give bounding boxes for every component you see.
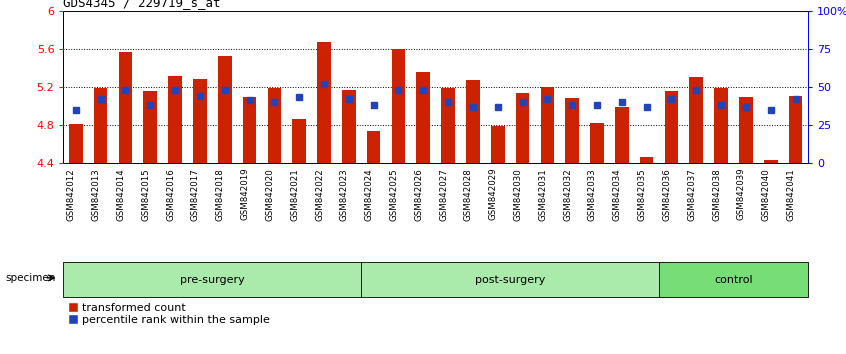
Bar bbox=[491, 126, 504, 163]
Text: GSM842025: GSM842025 bbox=[389, 168, 398, 221]
Text: GSM842035: GSM842035 bbox=[638, 168, 646, 221]
Bar bbox=[541, 87, 554, 163]
Bar bbox=[659, 262, 808, 297]
Text: post-surgery: post-surgery bbox=[475, 275, 546, 285]
Text: GSM842037: GSM842037 bbox=[687, 168, 696, 221]
Text: GSM842012: GSM842012 bbox=[67, 168, 76, 221]
Text: GSM842013: GSM842013 bbox=[91, 168, 101, 221]
Text: GSM842031: GSM842031 bbox=[538, 168, 547, 221]
Text: GSM842040: GSM842040 bbox=[761, 168, 771, 221]
Text: GSM842021: GSM842021 bbox=[290, 168, 299, 221]
Text: GSM842030: GSM842030 bbox=[514, 168, 523, 221]
Bar bbox=[118, 52, 132, 163]
Bar bbox=[764, 160, 777, 163]
Text: GSM842039: GSM842039 bbox=[737, 168, 746, 221]
Bar bbox=[243, 97, 256, 163]
Text: GSM842032: GSM842032 bbox=[563, 168, 572, 221]
Bar bbox=[416, 73, 430, 163]
Bar bbox=[69, 124, 83, 163]
Bar bbox=[367, 131, 381, 163]
Text: GSM842017: GSM842017 bbox=[191, 168, 200, 221]
Bar bbox=[466, 80, 480, 163]
Text: GSM842024: GSM842024 bbox=[365, 168, 374, 221]
Text: GSM842026: GSM842026 bbox=[415, 168, 423, 221]
Bar bbox=[218, 56, 232, 163]
Text: GSM842029: GSM842029 bbox=[489, 168, 497, 221]
Bar bbox=[565, 98, 579, 163]
Bar bbox=[591, 123, 604, 163]
Text: GSM842022: GSM842022 bbox=[315, 168, 324, 221]
Text: pre-surgery: pre-surgery bbox=[180, 275, 244, 285]
Legend: transformed count, percentile rank within the sample: transformed count, percentile rank withi… bbox=[69, 303, 270, 325]
Bar bbox=[739, 97, 753, 163]
Text: GSM842019: GSM842019 bbox=[240, 168, 250, 221]
Text: GSM842036: GSM842036 bbox=[662, 168, 672, 221]
Bar bbox=[293, 119, 306, 163]
Bar bbox=[193, 79, 206, 163]
Text: GSM842016: GSM842016 bbox=[166, 168, 175, 221]
Text: GSM842041: GSM842041 bbox=[787, 168, 795, 221]
Bar bbox=[168, 76, 182, 163]
Bar bbox=[442, 88, 455, 163]
Text: GSM842027: GSM842027 bbox=[439, 168, 448, 221]
Bar bbox=[689, 77, 703, 163]
Text: GSM842020: GSM842020 bbox=[266, 168, 274, 221]
Bar bbox=[615, 107, 629, 163]
Text: GSM842038: GSM842038 bbox=[712, 168, 721, 221]
Bar bbox=[144, 91, 157, 163]
Bar bbox=[714, 88, 728, 163]
Text: specimen: specimen bbox=[5, 273, 56, 283]
Text: GSM842015: GSM842015 bbox=[141, 168, 151, 221]
Bar bbox=[640, 157, 653, 163]
Text: GSM842028: GSM842028 bbox=[464, 168, 473, 221]
Text: GSM842034: GSM842034 bbox=[613, 168, 622, 221]
Bar bbox=[342, 90, 355, 163]
Bar bbox=[63, 262, 361, 297]
Text: GSM842014: GSM842014 bbox=[117, 168, 125, 221]
Text: GSM842023: GSM842023 bbox=[340, 168, 349, 221]
Bar bbox=[361, 262, 659, 297]
Text: control: control bbox=[714, 275, 753, 285]
Bar bbox=[665, 91, 678, 163]
Bar bbox=[516, 93, 530, 163]
Text: GSM842033: GSM842033 bbox=[588, 168, 597, 221]
Bar bbox=[317, 42, 331, 163]
Bar bbox=[392, 49, 405, 163]
Bar bbox=[788, 96, 802, 163]
Bar bbox=[267, 88, 281, 163]
Text: GDS4345 / 229719_s_at: GDS4345 / 229719_s_at bbox=[63, 0, 221, 10]
Bar bbox=[94, 88, 107, 163]
Text: GSM842018: GSM842018 bbox=[216, 168, 225, 221]
